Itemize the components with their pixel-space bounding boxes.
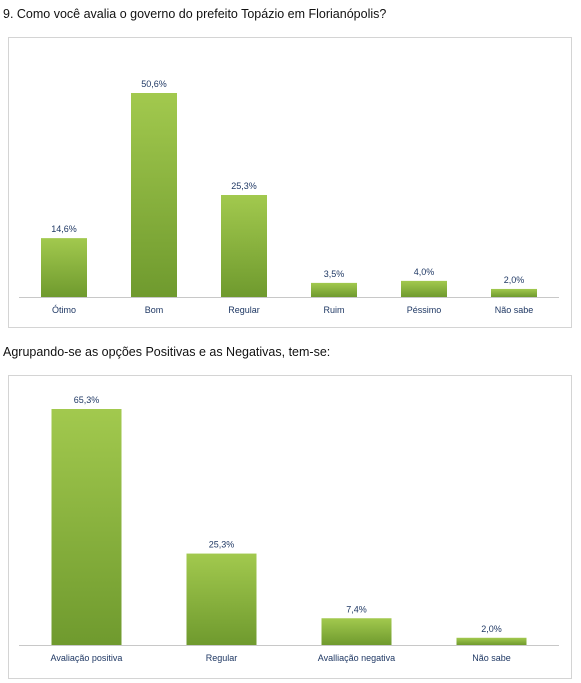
value-label-3: 3,5% <box>324 269 345 279</box>
value-label-2: 25,3% <box>231 181 257 191</box>
category-label-2: Avalliação negativa <box>318 653 395 663</box>
grouping-heading: Agrupando-se as opções Positivas e as Ne… <box>3 345 331 359</box>
bar-4 <box>401 280 447 297</box>
value-label-4: 4,0% <box>414 267 435 277</box>
chart-panel-1: 14,6% Ótimo 50,6% Bom 25,3% Regular 3,5% Ruim 4,… <box>8 37 572 328</box>
value-label-1: 50,6% <box>141 79 167 89</box>
value-label-2: 7,4% <box>346 604 367 614</box>
bar-0 <box>51 409 122 645</box>
bar-5 <box>491 288 537 297</box>
category-label-1: Regular <box>206 653 238 663</box>
value-label-3: 2,0% <box>481 624 502 634</box>
bar-2 <box>321 618 392 645</box>
category-label-0: Avaliação positiva <box>51 653 123 663</box>
bar-3 <box>311 282 357 297</box>
category-label-4: Péssimo <box>407 305 442 315</box>
bar-2 <box>221 195 267 297</box>
chart-panel-2: 65,3% Avaliação positiva 25,3% Regular 7,4% A… <box>8 375 572 679</box>
question-heading: 9. Como você avalia o governo do prefeit… <box>3 7 387 21</box>
bar-chart-1: 14,6% Ótimo 50,6% Bom 25,3% Regular 3,5% Ruim 4,… <box>19 79 559 315</box>
value-label-1: 25,3% <box>209 540 235 550</box>
bar-1 <box>186 553 257 645</box>
bar-3 <box>456 637 527 645</box>
bar-0 <box>41 238 87 297</box>
value-label-0: 14,6% <box>51 224 77 234</box>
category-label-2: Regular <box>228 305 260 315</box>
category-label-0: Ótimo <box>52 305 76 315</box>
category-label-3: Não sabe <box>472 653 511 663</box>
category-label-5: Não sabe <box>495 305 534 315</box>
value-label-5: 2,0% <box>504 275 525 285</box>
category-label-1: Bom <box>145 305 164 315</box>
value-label-0: 65,3% <box>74 395 100 405</box>
bar-chart-2: 65,3% Avaliação positiva 25,3% Regular 7,4% A… <box>19 395 559 663</box>
category-label-3: Ruim <box>323 305 344 315</box>
bar-1 <box>131 93 177 297</box>
